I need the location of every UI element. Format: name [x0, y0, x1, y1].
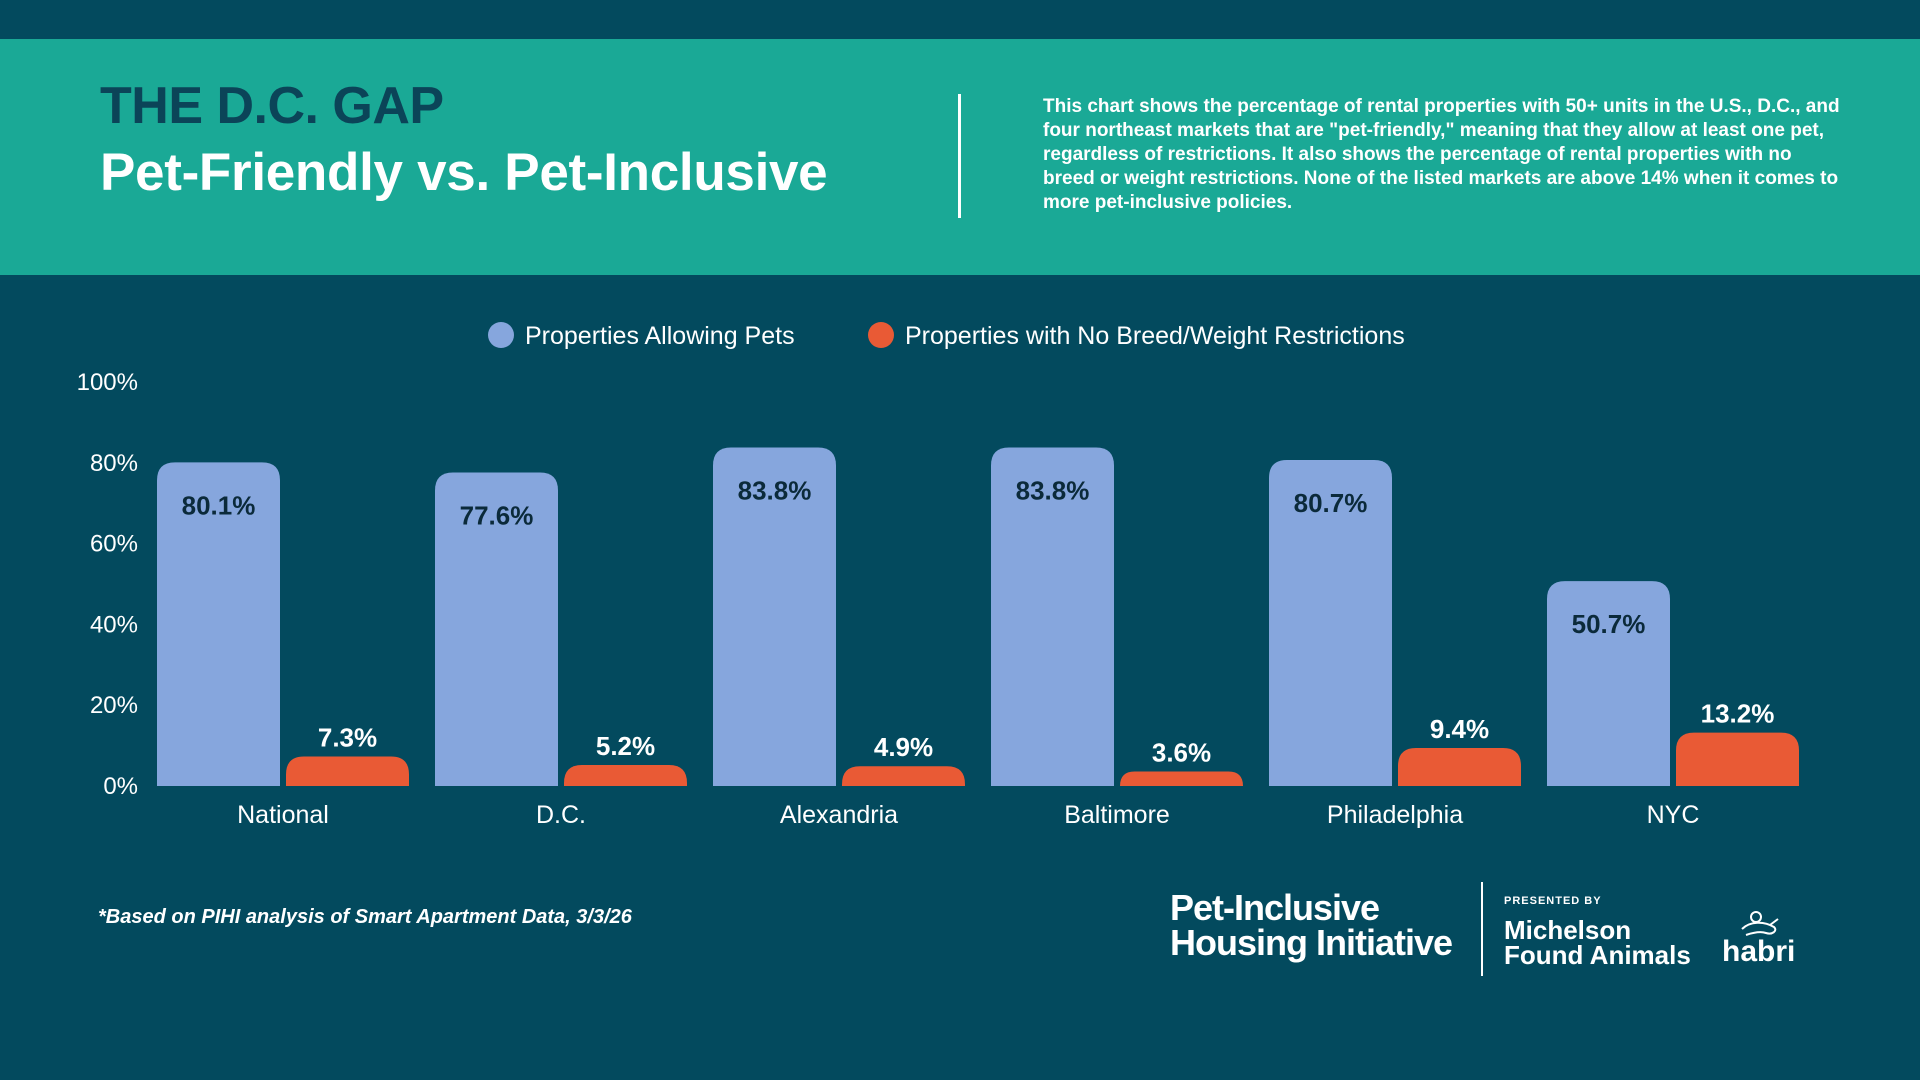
data-label: 80.1%	[182, 490, 256, 520]
header-divider	[958, 94, 961, 218]
bar-chart: Properties Allowing Pets Properties with …	[77, 322, 1799, 829]
bar-no-restrictions	[1676, 732, 1799, 786]
bar-no-restrictions	[1120, 771, 1243, 786]
pihi-logo: Pet-Inclusive Housing Initiative	[1170, 887, 1453, 963]
pihi-logo-line1: Pet-Inclusive	[1170, 887, 1380, 928]
data-label: 4.9%	[874, 732, 933, 762]
mfa-logo-line2: Found Animals	[1504, 940, 1691, 970]
chart-headline: Pet-Friendly vs. Pet-Inclusive	[100, 143, 828, 202]
legend-label-series-1: Properties with No Breed/Weight Restrict…	[905, 322, 1405, 350]
legend-marker-series-0	[488, 322, 514, 348]
pihi-logo-line2: Housing Initiative	[1170, 922, 1453, 963]
x-category-label: Baltimore	[1064, 801, 1170, 829]
bar-allowing-pets	[991, 447, 1114, 786]
footer-divider	[1481, 882, 1483, 976]
chart-description: This chart shows the percentage of renta…	[1043, 96, 1840, 213]
y-tick-label: 80%	[90, 450, 138, 477]
data-label: 3.6%	[1152, 737, 1211, 767]
chart-kicker: THE D.C. GAP	[100, 77, 444, 135]
mfa-logo-line1: Michelson	[1504, 915, 1632, 945]
presented-by-label: PRESENTED BY	[1504, 895, 1602, 907]
data-label: 5.2%	[596, 731, 655, 761]
data-label: 77.6%	[460, 500, 534, 530]
data-label: 83.8%	[1016, 475, 1090, 505]
x-category-label: NYC	[1647, 801, 1700, 829]
x-category-label: Philadelphia	[1327, 801, 1463, 829]
data-label: 80.7%	[1294, 488, 1368, 518]
data-label: 7.3%	[318, 723, 377, 753]
legend-marker-series-1	[868, 322, 894, 348]
bar-no-restrictions	[1398, 748, 1521, 786]
habri-logo: habri	[1722, 911, 1795, 968]
michelson-found-animals-logo: Michelson Found Animals	[1504, 915, 1691, 970]
data-label: 13.2%	[1701, 699, 1775, 729]
data-label: 50.7%	[1572, 609, 1646, 639]
bar-allowing-pets	[1269, 459, 1392, 786]
x-category-label: D.C.	[536, 801, 586, 829]
y-tick-label: 100%	[77, 369, 138, 396]
bar-no-restrictions	[286, 756, 409, 786]
x-category-label: Alexandria	[780, 801, 898, 829]
bar-no-restrictions	[842, 766, 965, 786]
bar-allowing-pets	[1547, 581, 1670, 786]
bar-no-restrictions	[564, 764, 687, 786]
x-category-label: National	[237, 801, 329, 829]
bar-allowing-pets	[713, 447, 836, 786]
y-tick-label: 40%	[90, 611, 138, 638]
habri-animal-icon	[1741, 911, 1779, 936]
y-tick-label: 20%	[90, 692, 138, 719]
y-tick-label: 0%	[103, 773, 138, 800]
footnote: *Based on PIHI analysis of Smart Apartme…	[98, 906, 632, 928]
habri-logo-text: habri	[1722, 935, 1795, 968]
data-label: 83.8%	[738, 475, 812, 505]
y-tick-label: 60%	[90, 531, 138, 558]
bar-allowing-pets	[435, 472, 558, 786]
data-label: 9.4%	[1430, 714, 1489, 744]
legend-label-series-0: Properties Allowing Pets	[525, 322, 795, 350]
bar-allowing-pets	[157, 462, 280, 786]
